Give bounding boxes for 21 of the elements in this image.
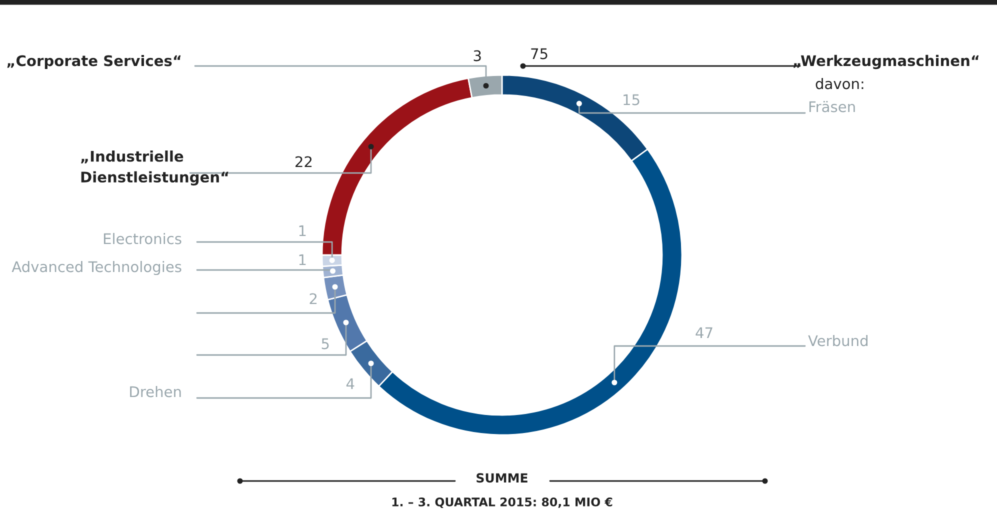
slice-label: Verbund	[808, 334, 868, 346]
slice-label: Electronics	[104, 232, 182, 244]
text: davon:	[816, 78, 864, 90]
text: 1. – 3. QUARTAL 2015: 80,1 MIO €	[392, 497, 612, 508]
text: „Werkzeugmaschinen“	[793, 54, 979, 70]
data-label: 4	[346, 378, 354, 390]
data-label: 22	[296, 156, 312, 168]
data-label: 3	[474, 50, 481, 62]
slice-label: „Corporate Services“	[7, 54, 181, 70]
data-label: 1	[299, 225, 306, 236]
data-label: 47	[696, 327, 712, 338]
slice-label: Advanced Technologies	[12, 260, 182, 276]
text: SUMME	[476, 473, 528, 483]
text: 75	[531, 48, 548, 60]
data-label: 1	[299, 254, 306, 266]
data-label: 15	[624, 94, 640, 106]
slice-label: „Industrielle Dienstleistungen“	[81, 150, 228, 186]
data-label: 2	[310, 293, 317, 304]
slice-label: Drehen	[130, 386, 181, 398]
data-label: 5	[322, 338, 329, 350]
slice-label: Fräsen	[809, 100, 855, 112]
